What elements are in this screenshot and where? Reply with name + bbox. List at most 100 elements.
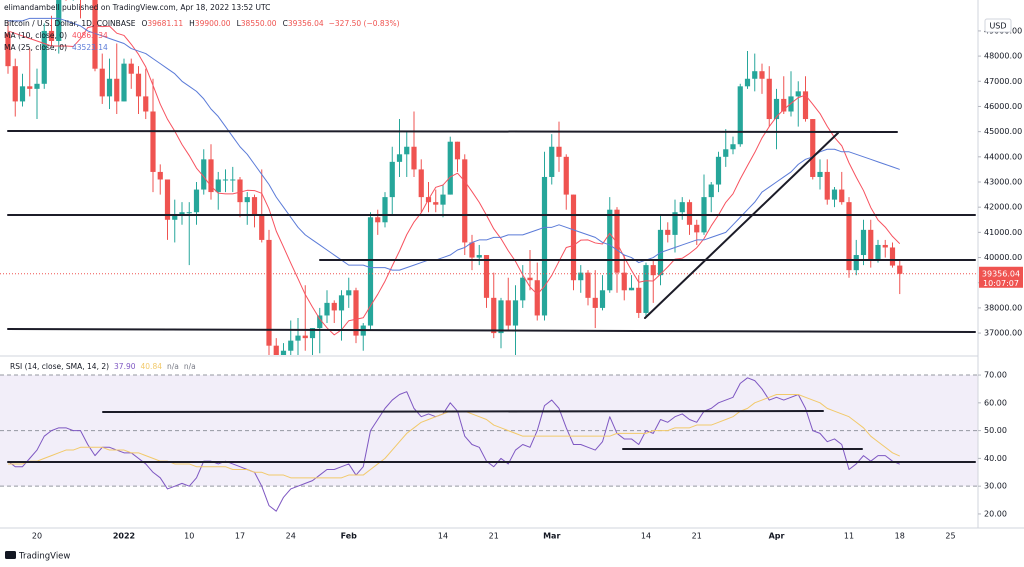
- candle-body: [237, 179, 243, 203]
- candle-body: [897, 265, 903, 274]
- trend-line: [644, 132, 839, 319]
- candle-body: [193, 189, 200, 213]
- candle-body: [5, 33, 11, 67]
- candle-body: [128, 63, 134, 74]
- candle-body: [875, 244, 881, 261]
- y-tick-label: 42000.00: [984, 203, 1022, 212]
- x-tick-label: 25: [945, 532, 955, 541]
- x-tick-label: Mar: [543, 532, 560, 541]
- candle-body: [56, 0, 62, 41]
- candle-body: [150, 111, 156, 172]
- candle-body: [853, 255, 859, 271]
- candle-body: [752, 71, 758, 79]
- candle-body: [106, 78, 113, 97]
- candle-body: [534, 280, 540, 316]
- candle-body: [164, 179, 171, 220]
- candle-body: [541, 176, 548, 316]
- candle-body: [766, 78, 772, 120]
- candle-body: [498, 300, 504, 334]
- candle-body: [280, 350, 287, 355]
- candle-body: [556, 146, 562, 157]
- candle-body: [41, 30, 47, 84]
- candle-body: [860, 229, 867, 256]
- candle-body: [12, 66, 18, 102]
- y-tick-label: 40.00: [984, 454, 1007, 463]
- publisher: elimandambell published on TradingView.c…: [4, 3, 270, 12]
- y-tick-label: 50.00: [984, 426, 1007, 435]
- trend-line: [7, 328, 976, 333]
- readout-value: 38550.00: [241, 19, 277, 28]
- candle-body: [585, 272, 591, 298]
- candle-body: [338, 295, 345, 311]
- candle-body: [295, 335, 301, 341]
- candle-body: [469, 242, 475, 258]
- symbol-legend: Bitcoin / U.S. Dollar, 1D, COINBASE O3968…: [4, 19, 400, 28]
- candle-body: [172, 214, 178, 220]
- candle-body: [454, 141, 461, 160]
- candle-body: [643, 265, 649, 313]
- readout-key: H: [189, 19, 195, 28]
- x-tick-label: 14: [438, 532, 448, 541]
- candle-body: [121, 63, 127, 102]
- candle-body: [201, 159, 207, 190]
- rsi-readout: 40.84: [141, 362, 163, 371]
- candle-body: [404, 146, 410, 155]
- footer: TradingView: [5, 551, 70, 562]
- candle-body: [810, 119, 816, 177]
- trend-line: [7, 130, 898, 133]
- candle-body: [382, 197, 388, 223]
- footer-brand: TradingView: [18, 552, 70, 562]
- candle-body: [114, 78, 120, 102]
- candle-body: [491, 297, 497, 334]
- candle-body: [759, 71, 765, 79]
- rsi-band: [0, 375, 978, 487]
- candle-body: [309, 328, 316, 339]
- legend: elimandambell published on TradingView.c…: [4, 3, 400, 371]
- y-tick-label: 44000.00: [984, 152, 1022, 161]
- y-tick-label: 60.00: [984, 398, 1007, 407]
- currency-box: [984, 18, 1012, 33]
- moving-average-line: [8, 17, 900, 271]
- candle-body: [817, 171, 823, 177]
- legend-name: MA (25, close, 0): [4, 43, 67, 52]
- rsi-readout: n/a: [167, 362, 179, 371]
- candle-body: [266, 239, 272, 346]
- candle-body: [773, 98, 780, 120]
- x-tick-label: 24: [286, 532, 296, 541]
- candle-body: [230, 179, 236, 181]
- candle-body: [621, 272, 627, 291]
- y-tick-label: 70.00: [984, 371, 1007, 380]
- candle-body: [570, 194, 577, 281]
- candle-body: [715, 156, 722, 185]
- y-tick-label: 38000.00: [984, 303, 1022, 312]
- rsi-title: RSI (14, close, SMA, 14, 2): [10, 362, 109, 371]
- candle-body: [512, 300, 519, 326]
- x-tick-label: 11: [844, 532, 854, 541]
- candle-body: [824, 171, 830, 200]
- candle-body: [208, 159, 214, 193]
- candle-body: [346, 290, 352, 296]
- candle-body: [607, 209, 613, 291]
- candle-body: [27, 86, 33, 89]
- price-pane: [0, 0, 978, 355]
- candle-body: [802, 91, 809, 120]
- y-tick-label: 37000.00: [984, 329, 1022, 338]
- candle-body: [781, 98, 787, 112]
- candle-body: [19, 86, 26, 102]
- indicator-legend: MA (10, close, 0) 40863.34: [4, 31, 108, 40]
- readout-key: C: [283, 19, 288, 28]
- candle-body: [694, 224, 700, 233]
- candle-body: [599, 290, 606, 308]
- candle-body: [48, 30, 55, 41]
- axes: 37000.0038000.0039000.0040000.0041000.00…: [32, 26, 1023, 541]
- x-tick-label: 21: [692, 532, 702, 541]
- candle-body: [831, 189, 838, 200]
- candle-body: [288, 340, 294, 351]
- candle-body: [179, 212, 185, 215]
- candle-body: [527, 277, 533, 281]
- last-price-label: 39356.04: [982, 269, 1020, 278]
- candle-body: [549, 146, 555, 177]
- readout-value: 39681.11: [147, 19, 183, 28]
